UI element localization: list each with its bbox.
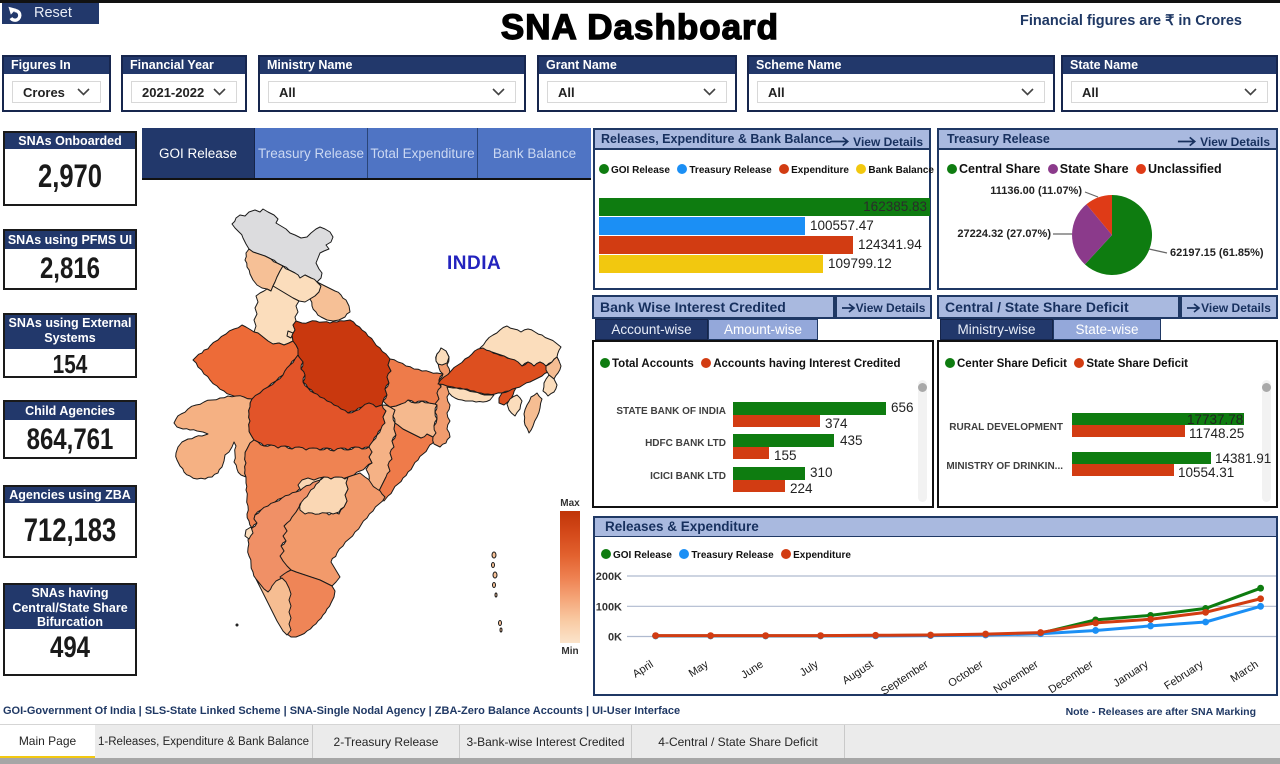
svg-text:April: April xyxy=(631,658,656,680)
svg-text:December: December xyxy=(1047,658,1096,696)
svg-text:100K: 100K xyxy=(596,601,622,613)
svg-text:October: October xyxy=(946,658,986,690)
svg-text:February: February xyxy=(1162,658,1206,692)
svg-text:March: March xyxy=(1228,658,1260,685)
svg-text:200K: 200K xyxy=(596,571,622,583)
svg-text:0K: 0K xyxy=(608,632,622,644)
svg-text:June: June xyxy=(739,658,766,681)
svg-text:January: January xyxy=(1111,658,1151,690)
svg-text:November: November xyxy=(992,658,1041,696)
svg-text:May: May xyxy=(687,658,711,680)
svg-text:August: August xyxy=(840,658,875,687)
svg-text:July: July xyxy=(798,658,821,679)
svg-text:September: September xyxy=(879,658,931,696)
